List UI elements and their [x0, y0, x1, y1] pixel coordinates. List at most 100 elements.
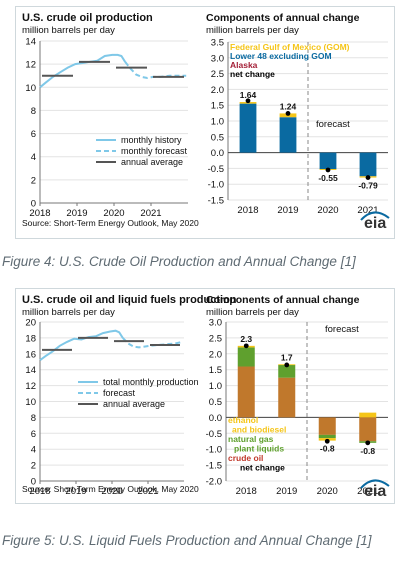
y-tick-label: 2.5: [209, 333, 222, 344]
x-tick-label: 2020: [317, 205, 338, 216]
x-tick-label: 2019: [276, 486, 297, 497]
bar-legend-label: plant liquids: [234, 444, 284, 454]
figure-crude-oil: U.S. crude oil production million barrels…: [0, 0, 409, 282]
y-tick-label: 2: [31, 175, 36, 186]
left-chart-unit: million barrels per day: [22, 307, 115, 318]
bar-legend-label: ethanol: [228, 415, 258, 425]
y-tick-label: 20: [25, 318, 36, 329]
bar-segment: [237, 347, 255, 367]
legend-label: total monthly production: [103, 377, 199, 387]
bar-legend-label: and biodiesel: [232, 425, 286, 435]
bar-segment: [279, 117, 297, 153]
x-tick-label: 2018: [237, 205, 258, 216]
x-tick-label: 2021: [140, 208, 161, 219]
history-line: [39, 329, 124, 362]
y-tick-label: 2.0: [209, 349, 222, 360]
y-tick-label: -0.5: [206, 429, 222, 440]
y-tick-label: 10: [25, 83, 36, 94]
y-tick-label: 4: [31, 152, 36, 163]
right-chart-unit: million barrels per day: [206, 25, 299, 36]
y-tick-label: -1.0: [206, 445, 222, 456]
left-chart-unit: million barrels per day: [22, 25, 115, 36]
y-tick-label: 0: [31, 199, 36, 210]
net-change-marker: [365, 175, 371, 180]
bar-segment: [239, 103, 257, 153]
net-change-label: -0.55: [318, 173, 338, 183]
x-tick-label: 2021: [357, 486, 378, 497]
forecast-line: [124, 61, 187, 80]
left-chart-title: U.S. crude oil production: [22, 12, 153, 24]
x-tick-label: 2020: [101, 486, 122, 497]
y-tick-label: 12: [25, 381, 36, 392]
y-tick-label: -1.5: [208, 196, 224, 207]
y-tick-label: 10: [25, 397, 36, 408]
legend-label: monthly forecast: [121, 146, 188, 156]
history-line: [39, 53, 126, 89]
x-tick-label: 2018: [29, 208, 50, 219]
forecast-line: [122, 337, 183, 349]
bar-legend-label: Lower 48 excluding GOM: [230, 51, 332, 61]
net-change-marker: [285, 111, 291, 116]
y-tick-label: 12: [25, 60, 36, 71]
bar-legend-label: Federal Gulf of Mexico (GOM): [230, 42, 350, 52]
legend-label: annual average: [103, 399, 165, 409]
y-tick-label: 0.0: [211, 148, 224, 159]
y-tick-label: 2: [31, 461, 36, 472]
legend-label: annual average: [121, 157, 183, 167]
y-tick-label: 1.0: [209, 381, 222, 392]
net-change-label: -0.8: [320, 444, 335, 454]
net-change-label: -0.8: [360, 446, 375, 456]
y-tick-label: 4: [31, 445, 36, 456]
left-chart-title: U.S. crude oil and liquid fuels producti…: [22, 294, 237, 306]
bar-legend-label: net change: [230, 69, 275, 79]
y-tick-label: 1.5: [211, 101, 224, 112]
x-tick-label: 2019: [66, 208, 87, 219]
net-change-marker: [245, 98, 251, 104]
bar-segment: [237, 366, 255, 418]
net-change-marker: [243, 343, 249, 349]
net-change-label: 1.7: [281, 352, 293, 362]
eia-logo-swoosh: [360, 211, 390, 221]
figure-svg: U.S. crude oil and liquid fuels producti…: [22, 294, 390, 500]
figure-liquid-fuels: U.S. crude oil and liquid fuels producti…: [0, 282, 409, 584]
y-tick-label: -1.5: [206, 461, 222, 472]
x-tick-label: 2018: [236, 486, 257, 497]
right-chart-unit: million barrels per day: [206, 307, 299, 318]
net-change-label: 1.24: [280, 101, 297, 111]
figure-caption: Figure 4: U.S. Crude Oil Production and …: [2, 254, 356, 269]
figure-caption: Figure 5: U.S. Liquid Fuels Production a…: [2, 533, 372, 548]
y-tick-label: 2.5: [211, 69, 224, 80]
y-tick-label: 16: [25, 349, 36, 360]
y-tick-label: -0.5: [208, 164, 224, 175]
bar-segment: [278, 377, 296, 418]
bar-legend-label: Alaska: [230, 60, 258, 70]
figure-frame: [15, 288, 395, 504]
x-tick-label: 2020: [317, 486, 338, 497]
eia-logo: eia: [364, 483, 386, 500]
bar-legend-label: crude oil: [228, 453, 263, 463]
legend-label: forecast: [103, 388, 136, 398]
x-tick-label: 2019: [277, 205, 298, 216]
net-change-marker: [324, 438, 330, 444]
y-tick-label: 14: [25, 365, 36, 376]
eia-logo-swoosh: [360, 479, 390, 489]
x-tick-label: 2021: [357, 205, 378, 216]
y-tick-label: 6: [31, 129, 36, 140]
y-tick-label: 1.5: [209, 365, 222, 376]
bar-segment: [359, 412, 377, 418]
legend-label: monthly history: [121, 135, 182, 145]
y-tick-label: 6: [31, 429, 36, 440]
bar-segment: [319, 152, 337, 170]
y-tick-label: -2.0: [206, 477, 222, 488]
right-chart-title: Components of annual change: [206, 294, 360, 306]
bar-segment: [359, 417, 377, 442]
net-change-label: 1.64: [240, 90, 257, 100]
y-tick-label: 8: [31, 413, 36, 424]
y-tick-label: 18: [25, 333, 36, 344]
y-tick-label: 0.0: [209, 413, 222, 424]
bar-legend-label: natural gas: [228, 434, 274, 444]
net-change-marker: [325, 167, 331, 173]
net-change-label: -0.79: [358, 181, 378, 191]
y-tick-label: 3.0: [209, 318, 222, 329]
